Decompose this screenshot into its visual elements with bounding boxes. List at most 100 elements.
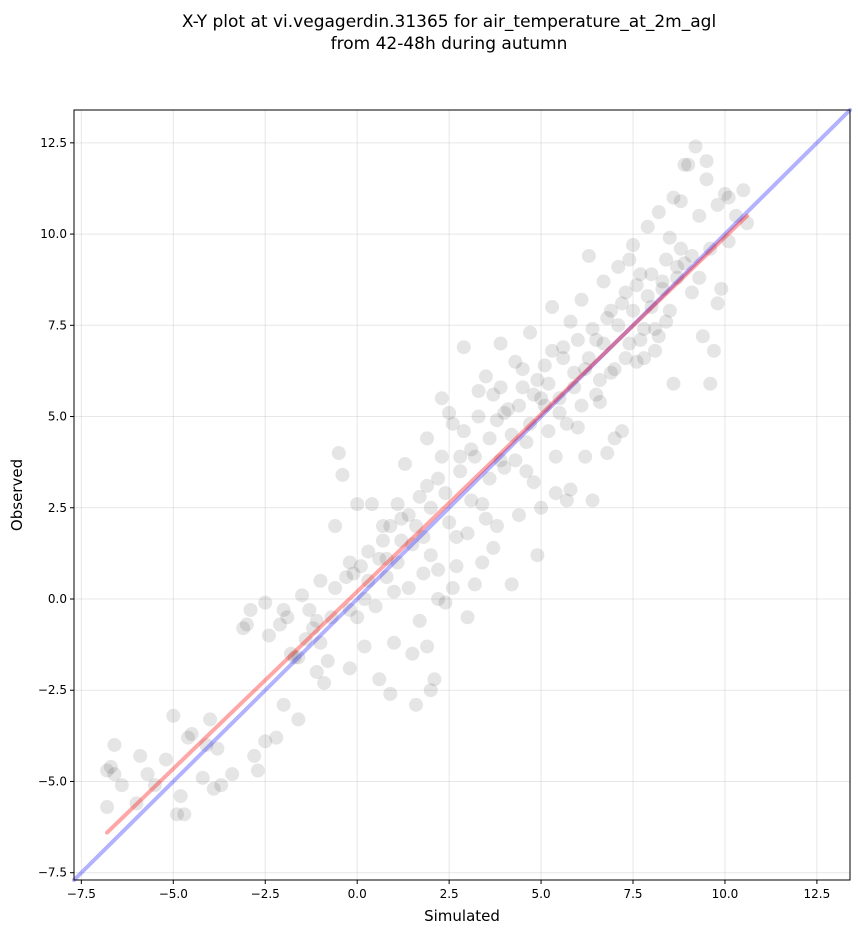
data-point xyxy=(523,325,538,340)
data-point xyxy=(585,493,600,508)
data-point xyxy=(423,683,438,698)
data-point xyxy=(412,613,427,628)
data-point xyxy=(581,351,596,366)
data-point xyxy=(692,270,707,285)
data-point xyxy=(100,800,115,815)
data-point xyxy=(140,767,155,782)
data-point xyxy=(357,592,372,607)
data-point xyxy=(486,540,501,555)
data-point xyxy=(247,748,262,763)
data-point xyxy=(677,157,692,172)
data-point xyxy=(508,354,523,369)
data-point xyxy=(460,610,475,625)
data-point xyxy=(456,424,471,439)
data-point xyxy=(423,500,438,515)
data-point xyxy=(324,610,339,625)
data-point xyxy=(442,405,457,420)
data-point xyxy=(269,730,284,745)
data-point xyxy=(633,332,648,347)
data-point xyxy=(397,456,412,471)
data-point xyxy=(475,497,490,512)
data-point xyxy=(728,208,743,223)
data-point xyxy=(637,321,652,336)
data-point xyxy=(603,365,618,380)
data-point xyxy=(614,296,629,311)
data-point xyxy=(129,796,144,811)
y-tick-label: 7.5 xyxy=(48,318,67,332)
data-point xyxy=(250,763,265,778)
data-point xyxy=(648,321,663,336)
data-point xyxy=(453,464,468,479)
data-point xyxy=(534,500,549,515)
data-point xyxy=(401,508,416,523)
y-tick-label: 2.5 xyxy=(48,501,67,515)
data-point xyxy=(258,595,273,610)
data-point xyxy=(401,581,416,596)
data-point xyxy=(147,778,162,793)
data-point xyxy=(585,321,600,336)
data-point xyxy=(622,252,637,267)
data-point xyxy=(236,621,251,636)
data-point xyxy=(467,577,482,592)
data-point xyxy=(570,332,585,347)
data-point xyxy=(673,194,688,209)
x-tick-label: 7.5 xyxy=(623,887,642,901)
data-point xyxy=(283,646,298,661)
data-point xyxy=(699,154,714,169)
data-point xyxy=(570,420,585,435)
data-point xyxy=(317,675,332,690)
data-point xyxy=(409,697,424,712)
data-point xyxy=(659,252,674,267)
data-point xyxy=(699,172,714,187)
data-point xyxy=(710,296,725,311)
data-point xyxy=(493,453,508,468)
data-point xyxy=(107,767,122,782)
data-point xyxy=(405,537,420,552)
data-point xyxy=(640,289,655,304)
data-point xyxy=(504,577,519,592)
data-point xyxy=(512,508,527,523)
data-point xyxy=(423,548,438,563)
data-point xyxy=(342,555,357,570)
data-point xyxy=(103,759,118,774)
data-point xyxy=(438,486,453,501)
data-point xyxy=(184,727,199,742)
data-point xyxy=(416,566,431,581)
data-point xyxy=(684,248,699,263)
data-point xyxy=(431,471,446,486)
data-point xyxy=(618,285,633,300)
y-tick-label: −7.5 xyxy=(38,866,67,880)
data-point xyxy=(346,566,361,581)
data-point xyxy=(629,278,644,293)
data-point xyxy=(666,376,681,391)
data-point xyxy=(350,497,365,512)
data-point xyxy=(445,581,460,596)
data-point xyxy=(471,409,486,424)
data-point xyxy=(173,789,188,804)
data-point xyxy=(493,336,508,351)
data-point xyxy=(416,529,431,544)
data-point xyxy=(519,435,534,450)
data-point xyxy=(512,398,527,413)
data-point xyxy=(309,664,324,679)
data-point xyxy=(427,672,442,687)
data-point xyxy=(177,807,192,822)
data-point xyxy=(534,391,549,406)
data-point xyxy=(280,610,295,625)
x-tick-label: −2.5 xyxy=(251,887,280,901)
data-point xyxy=(276,602,291,617)
data-point xyxy=(291,650,306,665)
x-tick-label: −7.5 xyxy=(67,887,96,901)
data-point xyxy=(225,767,240,782)
data-point xyxy=(688,139,703,154)
data-point xyxy=(353,559,368,574)
data-point xyxy=(670,259,685,274)
y-tick-label: 10.0 xyxy=(40,227,67,241)
data-point xyxy=(361,573,376,588)
data-point xyxy=(383,519,398,534)
data-point xyxy=(375,533,390,548)
data-point xyxy=(629,354,644,369)
data-point xyxy=(500,402,515,417)
x-axis-label: Simulated xyxy=(424,907,500,925)
